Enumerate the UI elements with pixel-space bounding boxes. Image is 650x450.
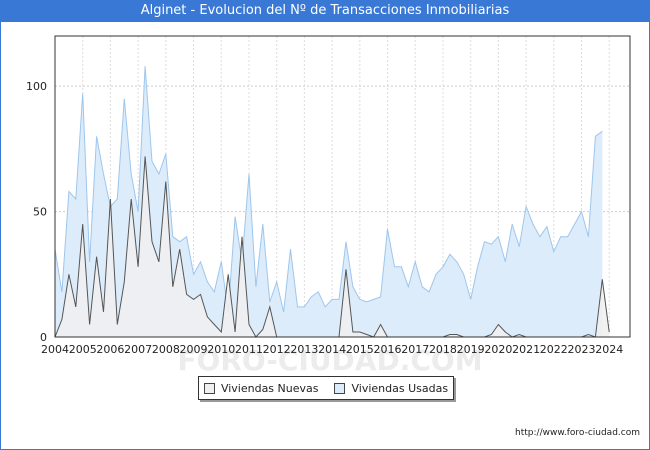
source-url[interactable]: http://www.foro-ciudad.com: [515, 428, 640, 438]
y-tick-label: 100: [26, 80, 47, 93]
series-usadas-line: [54, 66, 603, 313]
series-usadas-area: [55, 66, 603, 337]
legend-item-usadas: Viviendas Usadas: [334, 382, 448, 395]
legend-label-nuevas: Viviendas Nuevas: [220, 381, 319, 395]
x-tick-label: 2023: [568, 343, 596, 356]
plot-frame: [54, 35, 631, 338]
x-tick-label: 2007: [124, 343, 152, 356]
x-tick-label: 2017: [401, 343, 429, 356]
x-tick-label: 2010: [207, 343, 235, 356]
x-tick-label: 2015: [346, 343, 374, 356]
y-tick-label: 50: [33, 206, 47, 219]
x-tick-label: 2016: [374, 343, 402, 356]
y-tick-label: 0: [40, 331, 47, 344]
x-tick-label: 2011: [235, 343, 263, 356]
legend-swatch-usadas: [334, 382, 346, 394]
x-tick-label: 2014: [318, 343, 346, 356]
series-nuevas-area: [55, 156, 610, 337]
x-tick-label: 2009: [180, 343, 208, 356]
x-tick-label: 2005: [69, 343, 97, 356]
x-tick-label: 2004: [41, 343, 69, 356]
legend-item-nuevas: Viviendas Nuevas: [203, 381, 319, 395]
x-tick-label: 2022: [540, 343, 568, 356]
x-tick-label: 2006: [96, 343, 124, 356]
x-tick-label: 2021: [512, 343, 540, 356]
x-tick-label: 2013: [290, 343, 318, 356]
x-tick-label: 2008: [152, 343, 180, 356]
x-tick-label: 2012: [263, 343, 291, 356]
legend-swatch-nuevas: [203, 382, 215, 394]
legend-label-usadas: Viviendas Usadas: [351, 381, 449, 395]
x-tick-label: 2019: [457, 343, 485, 356]
x-tick-label: 2020: [484, 343, 512, 356]
chart-title: Alginet - Evolucion del Nº de Transaccio…: [0, 0, 650, 22]
x-tick-label: 2018: [429, 343, 457, 356]
chart-legend: Viviendas Nuevas Viviendas Usadas: [198, 376, 454, 400]
x-tick-label: 2024: [595, 343, 623, 356]
watermark: FORO-CIUDAD.COM: [177, 344, 482, 377]
